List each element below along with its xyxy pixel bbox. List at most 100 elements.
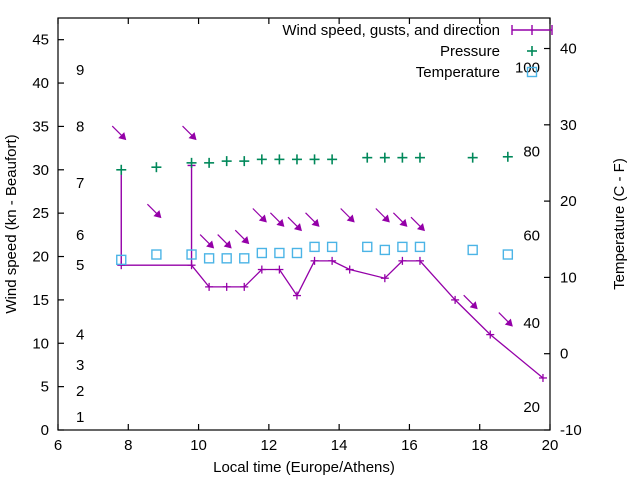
beaufort-scale-label: 5 bbox=[76, 257, 84, 274]
y-left-tick-label: 40 bbox=[32, 75, 49, 92]
y-left-axis-title: Wind speed (kn - Beaufort) bbox=[3, 134, 20, 313]
wind-gust-errorbar bbox=[117, 169, 126, 266]
y-right-tick-label: 30 bbox=[560, 117, 577, 134]
y-left-tick-label: 15 bbox=[32, 292, 49, 309]
wind-direction-arrow bbox=[392, 212, 408, 227]
pressure-marker bbox=[151, 162, 162, 173]
temperature-marker bbox=[502, 249, 514, 260]
temperature-marker bbox=[362, 241, 373, 253]
wind-direction-arrow bbox=[498, 312, 513, 327]
pressure-marker bbox=[116, 164, 127, 175]
temperature-marker bbox=[151, 249, 162, 260]
wind-direction-arrow bbox=[182, 125, 197, 141]
wind-direction-arrow bbox=[252, 208, 267, 223]
y-right-tick-label: -10 bbox=[560, 422, 582, 439]
wind-speed-point bbox=[275, 265, 284, 274]
wind-speed-point bbox=[380, 274, 389, 283]
wind-speed-point bbox=[240, 282, 249, 291]
y-left-tick-label: 0 bbox=[41, 422, 49, 439]
x-axis-tick-label: 16 bbox=[401, 437, 418, 454]
temperature-marker bbox=[326, 241, 338, 253]
temperature-marker bbox=[203, 253, 215, 264]
wind-speed-point bbox=[538, 373, 547, 382]
y-right-tick-label: 0 bbox=[560, 346, 568, 363]
wind-direction-arrow bbox=[305, 212, 320, 227]
legend-marker-2 bbox=[526, 66, 538, 78]
y-right-tick-label: 20 bbox=[560, 193, 577, 210]
x-axis-tick-label: 8 bbox=[124, 437, 132, 454]
temperature-marker bbox=[274, 247, 285, 259]
temperature-marker bbox=[186, 249, 197, 260]
legend-label-2: Temperature bbox=[416, 64, 500, 81]
pressure-marker bbox=[239, 156, 250, 167]
x-axis-tick-label: 10 bbox=[190, 437, 207, 454]
temperature-marker bbox=[414, 241, 426, 253]
y-right-tick-label: 10 bbox=[560, 269, 577, 286]
beaufort-scale-label: 3 bbox=[76, 357, 84, 374]
y-left-tick-label: 30 bbox=[32, 162, 49, 179]
pressure-marker bbox=[221, 156, 232, 167]
beaufort-scale-label: 9 bbox=[76, 62, 84, 79]
temperature-marker bbox=[256, 247, 268, 259]
beaufort-scale-label: 7 bbox=[76, 175, 84, 192]
wind-speed-point bbox=[345, 265, 354, 274]
x-axis-tick-label: 14 bbox=[331, 437, 348, 454]
wind-direction-arrow bbox=[217, 234, 232, 249]
pressure-marker bbox=[186, 157, 197, 168]
pressure-marker bbox=[502, 151, 513, 162]
y-right-axis-title: Temperature (C - F) bbox=[611, 158, 628, 290]
pressure-marker bbox=[327, 154, 338, 165]
wind-speed-point bbox=[451, 295, 460, 304]
pressure-marker bbox=[291, 154, 302, 165]
wind-speed-point bbox=[257, 265, 266, 274]
pressure-marker bbox=[414, 152, 425, 163]
pressure-marker bbox=[204, 157, 215, 168]
plot-frame bbox=[57, 17, 551, 431]
wind-direction-arrow bbox=[111, 125, 127, 141]
wind-speed-point bbox=[205, 282, 214, 291]
wind-speed-point bbox=[292, 291, 301, 300]
wind-direction-arrow bbox=[234, 229, 250, 245]
legend-label-0: Wind speed, gusts, and direction bbox=[282, 22, 500, 39]
wind-direction-arrow bbox=[340, 208, 355, 223]
pressure-marker bbox=[362, 152, 373, 163]
wind-direction-arrow bbox=[410, 216, 425, 232]
temperature-marker bbox=[291, 247, 303, 259]
wind-speed-point bbox=[486, 330, 495, 339]
pressure-marker bbox=[379, 152, 390, 163]
wind-direction-arrow bbox=[463, 294, 478, 310]
y-left-tick-label: 20 bbox=[32, 249, 49, 266]
wind-direction-arrow bbox=[199, 234, 215, 249]
fahrenheit-scale-label: 20 bbox=[523, 399, 540, 416]
y-left-tick-label: 45 bbox=[32, 32, 49, 49]
pressure-marker bbox=[274, 154, 285, 165]
fahrenheit-scale-label: 60 bbox=[523, 227, 540, 244]
beaufort-scale-label: 8 bbox=[76, 118, 84, 135]
x-axis-title: Local time (Europe/Athens) bbox=[213, 459, 395, 476]
temperature-marker bbox=[221, 253, 232, 264]
beaufort-scale-label: 6 bbox=[76, 227, 84, 244]
wind-direction-arrow bbox=[269, 212, 285, 227]
temperature-marker bbox=[309, 241, 320, 253]
wind-direction-arrow bbox=[146, 203, 162, 219]
y-left-tick-label: 5 bbox=[41, 379, 49, 396]
temperature-marker bbox=[379, 244, 391, 256]
x-axis-tick-label: 12 bbox=[261, 437, 278, 454]
temperature-marker bbox=[239, 253, 250, 264]
legend-marker-0 bbox=[511, 25, 553, 35]
beaufort-scale-label: 4 bbox=[76, 327, 84, 344]
pressure-marker bbox=[467, 152, 478, 163]
x-axis-tick-label: 18 bbox=[471, 437, 488, 454]
x-axis-tick-label: 20 bbox=[542, 437, 559, 454]
beaufort-scale-label: 2 bbox=[76, 383, 84, 400]
wind-speed-line bbox=[121, 260, 544, 379]
pressure-marker bbox=[256, 154, 267, 165]
temperature-marker bbox=[397, 241, 408, 253]
wind-direction-arrow bbox=[287, 216, 302, 232]
wind-speed-point bbox=[222, 282, 231, 291]
y-right-tick-label: 40 bbox=[560, 41, 577, 58]
wind-speed-point bbox=[415, 256, 424, 265]
temperature-marker bbox=[467, 244, 478, 256]
